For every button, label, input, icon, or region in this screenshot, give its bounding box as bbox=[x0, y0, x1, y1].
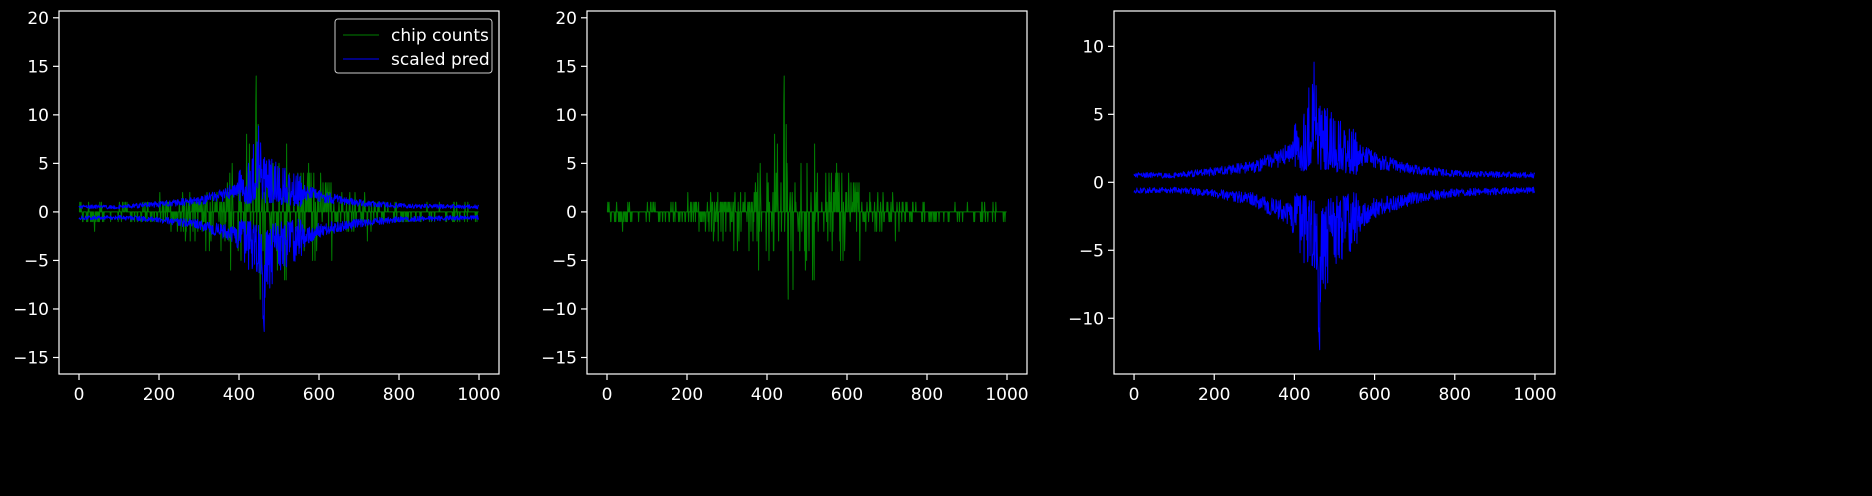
x-tick-label: 1000 bbox=[985, 385, 1028, 405]
series-line-pred-lower bbox=[78, 214, 480, 332]
axes-frame bbox=[586, 10, 1028, 375]
chart-panel-1: 0 200 400 600 800 1000 −15 −10 −5 0 5 10 15 20 chip co… bbox=[13, 9, 501, 405]
x-tick-label: 600 bbox=[1358, 385, 1390, 405]
x-tick-label: 400 bbox=[223, 385, 255, 405]
y-tick-label: −15 bbox=[541, 349, 577, 369]
plot-area bbox=[1133, 61, 1536, 351]
x-tick-label: 0 bbox=[74, 385, 85, 405]
y-tick-label: −10 bbox=[1068, 309, 1104, 329]
y-tick-label: 0 bbox=[38, 203, 49, 223]
chart-panel-2: 0 200 400 600 800 1000 −15 −10 −5 0 5 10 15 20 bbox=[541, 9, 1029, 405]
y-tick-label: −15 bbox=[13, 349, 49, 369]
x-tick-label: 0 bbox=[1129, 385, 1140, 405]
x-tick-label: 200 bbox=[143, 385, 175, 405]
y-tick-label: −10 bbox=[13, 300, 49, 320]
y-tick-label: 15 bbox=[555, 57, 577, 77]
x-tick-label: 400 bbox=[1278, 385, 1310, 405]
x-tick-label: 600 bbox=[303, 385, 335, 405]
series-line-pred-lower bbox=[1133, 186, 1536, 351]
y-tick-label: −5 bbox=[1079, 241, 1104, 261]
x-tick-label: 400 bbox=[751, 385, 783, 405]
axes-frame bbox=[58, 10, 500, 375]
x-tick-label: 800 bbox=[1439, 385, 1471, 405]
x-tick-label: 800 bbox=[911, 385, 943, 405]
y-tick-label: 5 bbox=[1093, 105, 1104, 125]
y-tick-label: 15 bbox=[27, 57, 49, 77]
x-tick-label: 1000 bbox=[457, 385, 500, 405]
y-tick-label: −10 bbox=[541, 300, 577, 320]
y-tick-label: −5 bbox=[552, 251, 577, 271]
legend-label: scaled pred bbox=[391, 50, 490, 70]
y-tick-label: 20 bbox=[555, 9, 577, 29]
y-tick-label: 20 bbox=[27, 9, 49, 29]
x-tick-label: 200 bbox=[1198, 385, 1230, 405]
x-tick-label: 1000 bbox=[1513, 385, 1556, 405]
plot-area bbox=[78, 75, 480, 332]
y-tick-label: 10 bbox=[555, 106, 577, 126]
x-tick-label: 200 bbox=[671, 385, 703, 405]
series-line-counts bbox=[606, 75, 1007, 300]
y-tick-label: 0 bbox=[566, 203, 577, 223]
x-tick-label: 0 bbox=[602, 385, 613, 405]
x-tick-label: 800 bbox=[383, 385, 415, 405]
series-line-counts bbox=[78, 75, 479, 300]
x-tick-label: 600 bbox=[831, 385, 863, 405]
axes-frame bbox=[1113, 10, 1556, 375]
y-tick-label: 5 bbox=[566, 154, 577, 174]
y-tick-label: 10 bbox=[1082, 37, 1104, 57]
y-tick-label: −5 bbox=[24, 251, 49, 271]
plot-area bbox=[606, 75, 1007, 300]
legend-label: chip counts bbox=[391, 26, 489, 46]
chart-panel-3: 0 200 400 600 800 1000 −10 −5 0 5 10 bbox=[1068, 10, 1557, 405]
series-line-pred-upper bbox=[1133, 61, 1536, 179]
series-line-pred-upper bbox=[78, 125, 480, 210]
legend: chip counts scaled pred bbox=[334, 18, 493, 74]
y-tick-label: 5 bbox=[38, 154, 49, 174]
y-tick-label: 10 bbox=[27, 106, 49, 126]
y-tick-label: 0 bbox=[1093, 173, 1104, 193]
